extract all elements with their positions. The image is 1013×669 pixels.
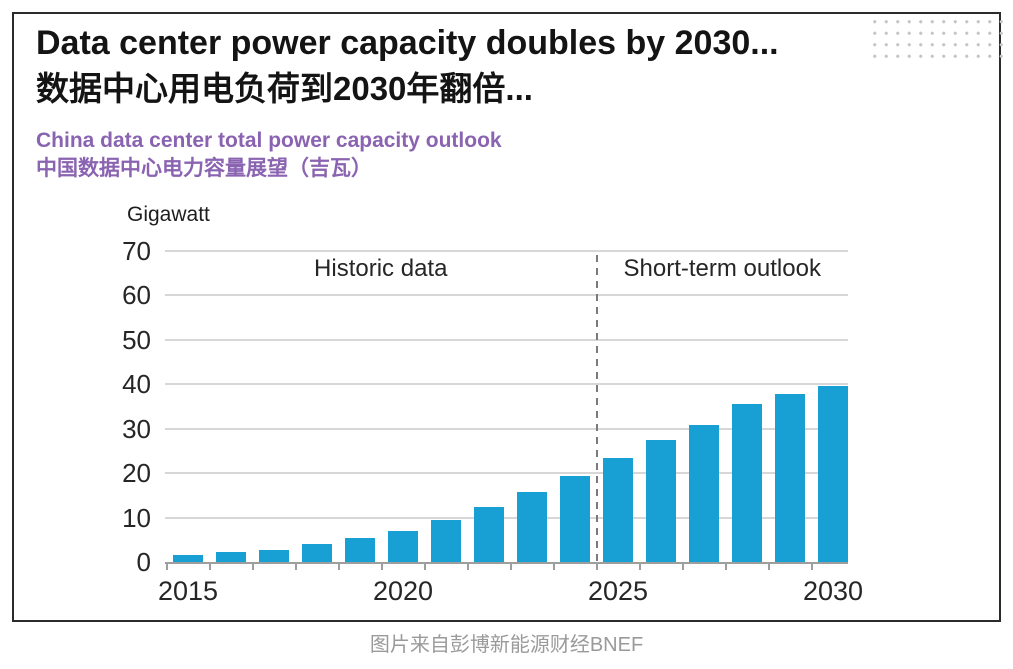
chart-card: Data center power capacity doubles by 20… [12,12,1001,622]
bar-2016 [216,552,246,562]
y-tick-label-10: 10 [122,502,151,533]
annotation-short-term-outlook: Short-term outlook [623,255,821,282]
x-axis-tick-4 [337,564,340,570]
bar-2025 [603,457,633,562]
x-axis-tick-5 [380,564,383,570]
bar-2026 [646,440,676,562]
bar-2021 [431,520,461,562]
gridline-50 [165,338,848,341]
chart-subtitle-chinese: 中国数据中心电力容量展望（吉瓦） [36,157,372,180]
chart-subtitle-english: China data center total power capacity o… [36,129,502,152]
y-tick-label-60: 60 [122,280,151,311]
annotation-historic-data: Historic data [314,255,448,282]
x-axis-tick-15 [810,564,813,570]
gridline-70 [165,250,848,252]
gridline-20 [165,472,848,475]
x-tick-label-2025: 2025 [587,576,649,606]
gridline-10 [165,516,848,519]
x-axis-tick-1 [208,564,211,570]
y-tick-label-50: 50 [122,324,151,355]
x-axis-tick-9 [552,564,555,570]
x-tick-label-2030: 2030 [802,576,864,606]
y-tick-label-0: 0 [136,547,151,577]
y-tick-label-40: 40 [122,369,151,400]
bar-2028 [732,404,762,562]
bar-2029 [775,393,805,562]
bar-2030 [818,385,848,562]
bar-2018 [302,544,332,562]
title-english: Data center power capacity doubles by 20… [36,24,779,62]
bar-2022 [474,506,504,562]
title-chinese: 数据中心用电负荷到2030年翻倍... [36,70,533,107]
y-tick-label-70: 70 [122,236,151,266]
x-axis-tick-14 [767,564,770,570]
x-axis-tick-3 [294,564,297,570]
y-tick-label-20: 20 [122,458,151,489]
x-axis-tick-8 [509,564,512,570]
x-tick-label-2015: 2015 [157,576,219,606]
x-axis-tick-13 [724,564,727,570]
x-axis-baseline [165,562,848,564]
bar-2027 [689,425,719,562]
bar-2017 [259,549,289,562]
bar-chart-plot-area: 0 10 20 30 40 50 60 70 2015 2020 2025 2030 Historic … [122,237,863,606]
x-tick-label-2020: 2020 [372,576,434,606]
x-axis-tick-10 [595,564,598,570]
x-axis-tick-6 [423,564,426,570]
y-axis-unit-label: Gigawatt [127,203,210,226]
x-axis-tick-2 [251,564,254,570]
historic-outlook-divider-dashed-line [595,255,598,563]
gridline-40 [165,383,848,386]
x-axis-tick-0 [165,564,168,570]
bar-2019 [345,537,375,562]
bar-2023 [517,492,547,562]
bar-2020 [388,530,418,562]
image-source-caption: 图片来自彭博新能源财经BNEF [369,634,644,656]
bar-2015 [173,554,203,562]
x-axis-tick-7 [466,564,469,570]
x-axis-tick-12 [681,564,684,570]
bar-2024 [560,475,590,562]
y-tick-label-30: 30 [122,413,151,444]
gridline-30 [165,427,848,430]
dot-grid-decoration [868,14,1010,60]
x-axis-tick-11 [638,564,641,570]
gridline-60 [165,294,848,297]
